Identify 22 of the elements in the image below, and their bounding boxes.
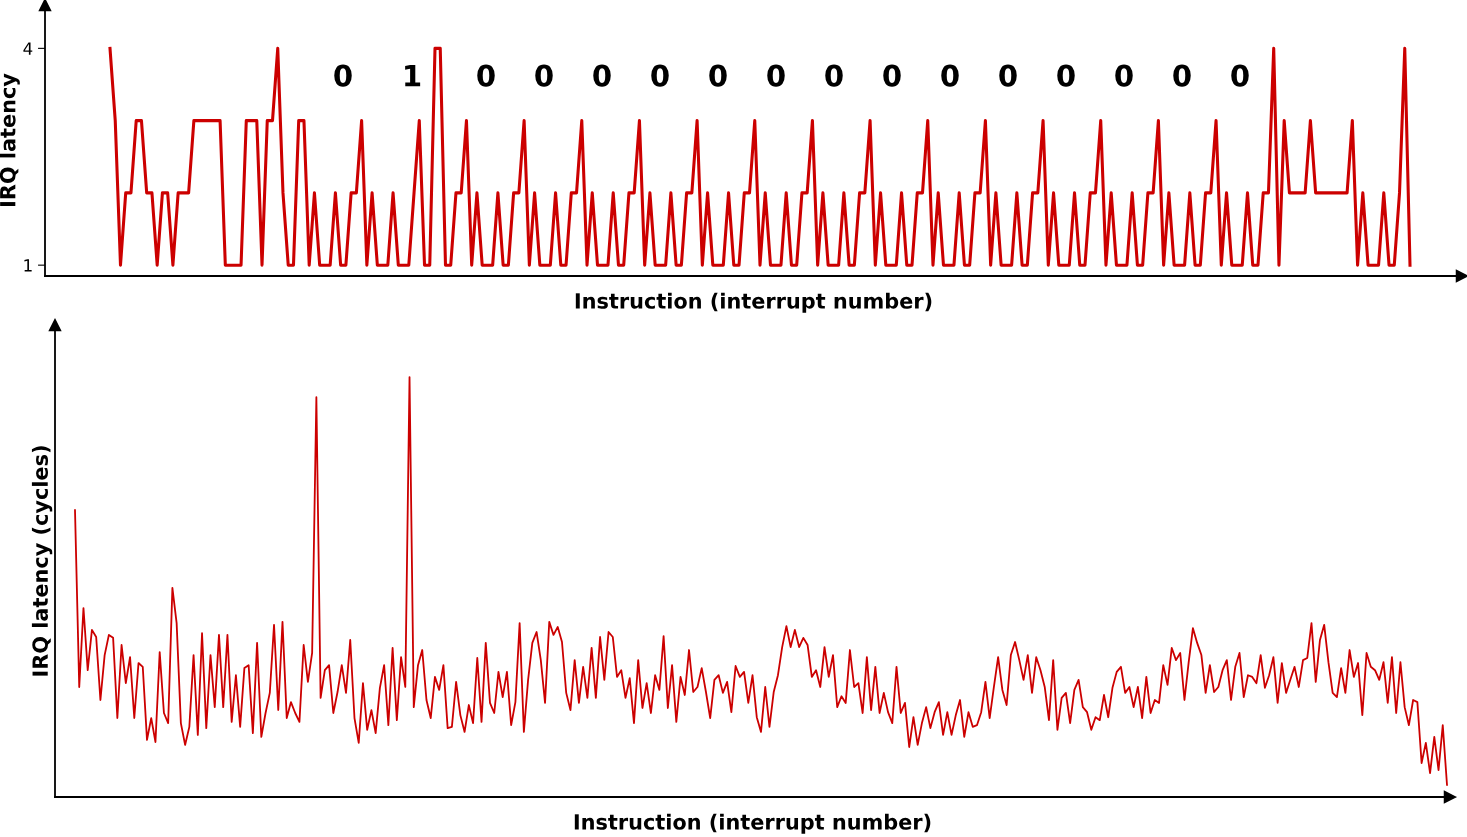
annotation: 0 [334,64,352,87]
annotation: 0 [1115,64,1133,87]
annotation: 0 [767,64,785,87]
annotation: 0 [1057,64,1075,87]
annotation: 0 [999,64,1017,87]
annotation: 0 [651,64,669,87]
annotation: 1 [405,64,421,87]
annotation: 0 [825,64,843,87]
annotation: 0 [593,64,611,87]
annotation: 0 [1173,64,1191,87]
annotation: 0 [1231,64,1249,87]
y-tick-label: 4 [23,42,33,55]
annotation: 0 [709,64,727,87]
annotation: 0 [883,64,901,87]
x-axis-title: Instruction (interrupt number) [575,292,932,313]
annotation: 0 [941,64,959,87]
annotation: 0 [477,64,495,87]
annotation: 0 [535,64,553,87]
line-series [108,46,1412,267]
y-axis-title: IRQ latency (cycles) [31,446,53,676]
y-axis-title: IRQ latency [0,73,20,206]
x-axis-title: Instruction (interrupt number) [574,813,931,834]
